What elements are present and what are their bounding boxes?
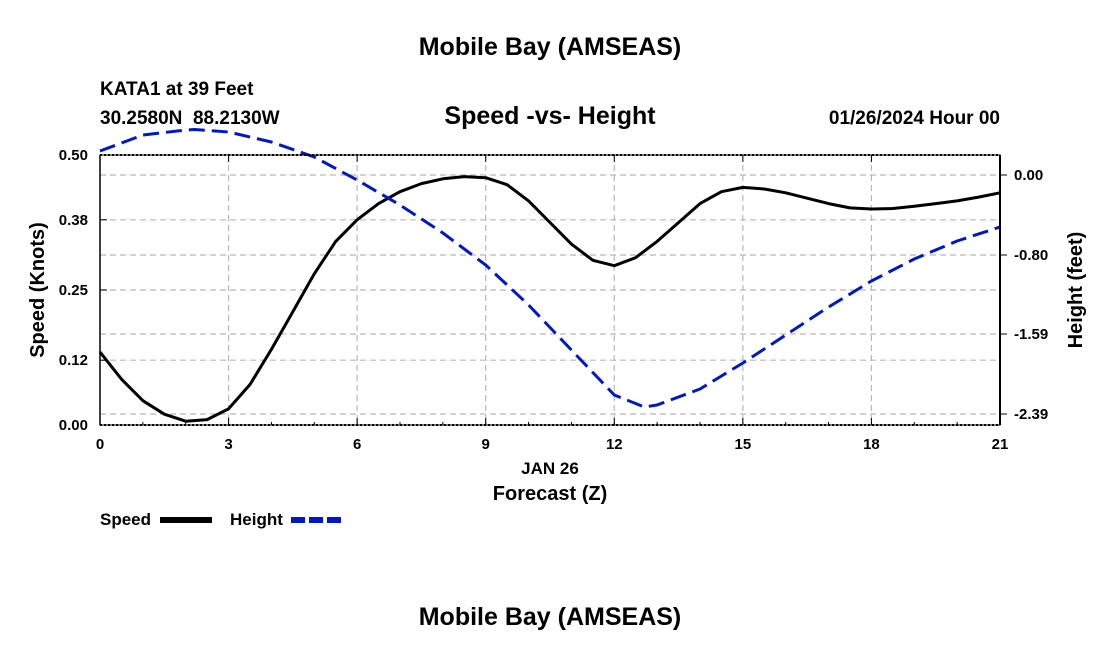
x-axis-label: Forecast (Z): [493, 483, 607, 505]
x-tick-label: 3: [224, 436, 232, 453]
axis-ticks: 0 3 6 9 12 15 18 21 0.00 0.12 0.25 0.38 0.50 0.00 -0.8…: [59, 147, 1048, 453]
y2-tick-label: -2.39: [1014, 406, 1048, 423]
y2-axis-label: Height (feet): [1065, 232, 1087, 349]
footer-title: Mobile Bay (AMSEAS): [419, 603, 682, 631]
y2-tick-label: 0.00: [1014, 167, 1043, 184]
coords-label: 30.2580N 88.2130W: [100, 108, 280, 129]
y2-tick-label: -0.80: [1014, 247, 1048, 264]
x-tick-label: 9: [482, 436, 490, 453]
y-axis-label: Speed (Knots): [27, 222, 49, 358]
x-tick-label: 15: [735, 436, 752, 453]
series-line-height: [99, 128, 1001, 409]
chart-title: Mobile Bay (AMSEAS): [419, 33, 682, 61]
x-tick-label: 6: [353, 436, 361, 453]
y-tick-label: 0.25: [59, 282, 88, 299]
y-tick-label: 0.00: [59, 417, 88, 434]
y-tick-label: 0.50: [59, 147, 88, 164]
series-line-speed: [98, 175, 1001, 423]
x-tick-label: 0: [96, 436, 104, 453]
legend-height-label: Height: [230, 510, 283, 529]
date-label: 01/26/2024 Hour 00: [829, 108, 1000, 129]
chart-subtitle: Speed -vs- Height: [444, 102, 656, 130]
grid: [100, 155, 1000, 425]
y2-tick-label: -1.59: [1014, 326, 1048, 343]
y-tick-label: 0.38: [59, 212, 88, 229]
x-tick-label: 21: [992, 436, 1009, 453]
x-tick-label: 12: [606, 436, 623, 453]
y-tick-label: 0.12: [59, 352, 88, 369]
x-tick-label: 18: [863, 436, 880, 453]
station-label: KATA1 at 39 Feet: [100, 79, 254, 100]
series-layer: [98, 128, 1001, 423]
legend-speed-label: Speed: [100, 510, 151, 529]
x-date-label: JAN 26: [521, 459, 579, 478]
